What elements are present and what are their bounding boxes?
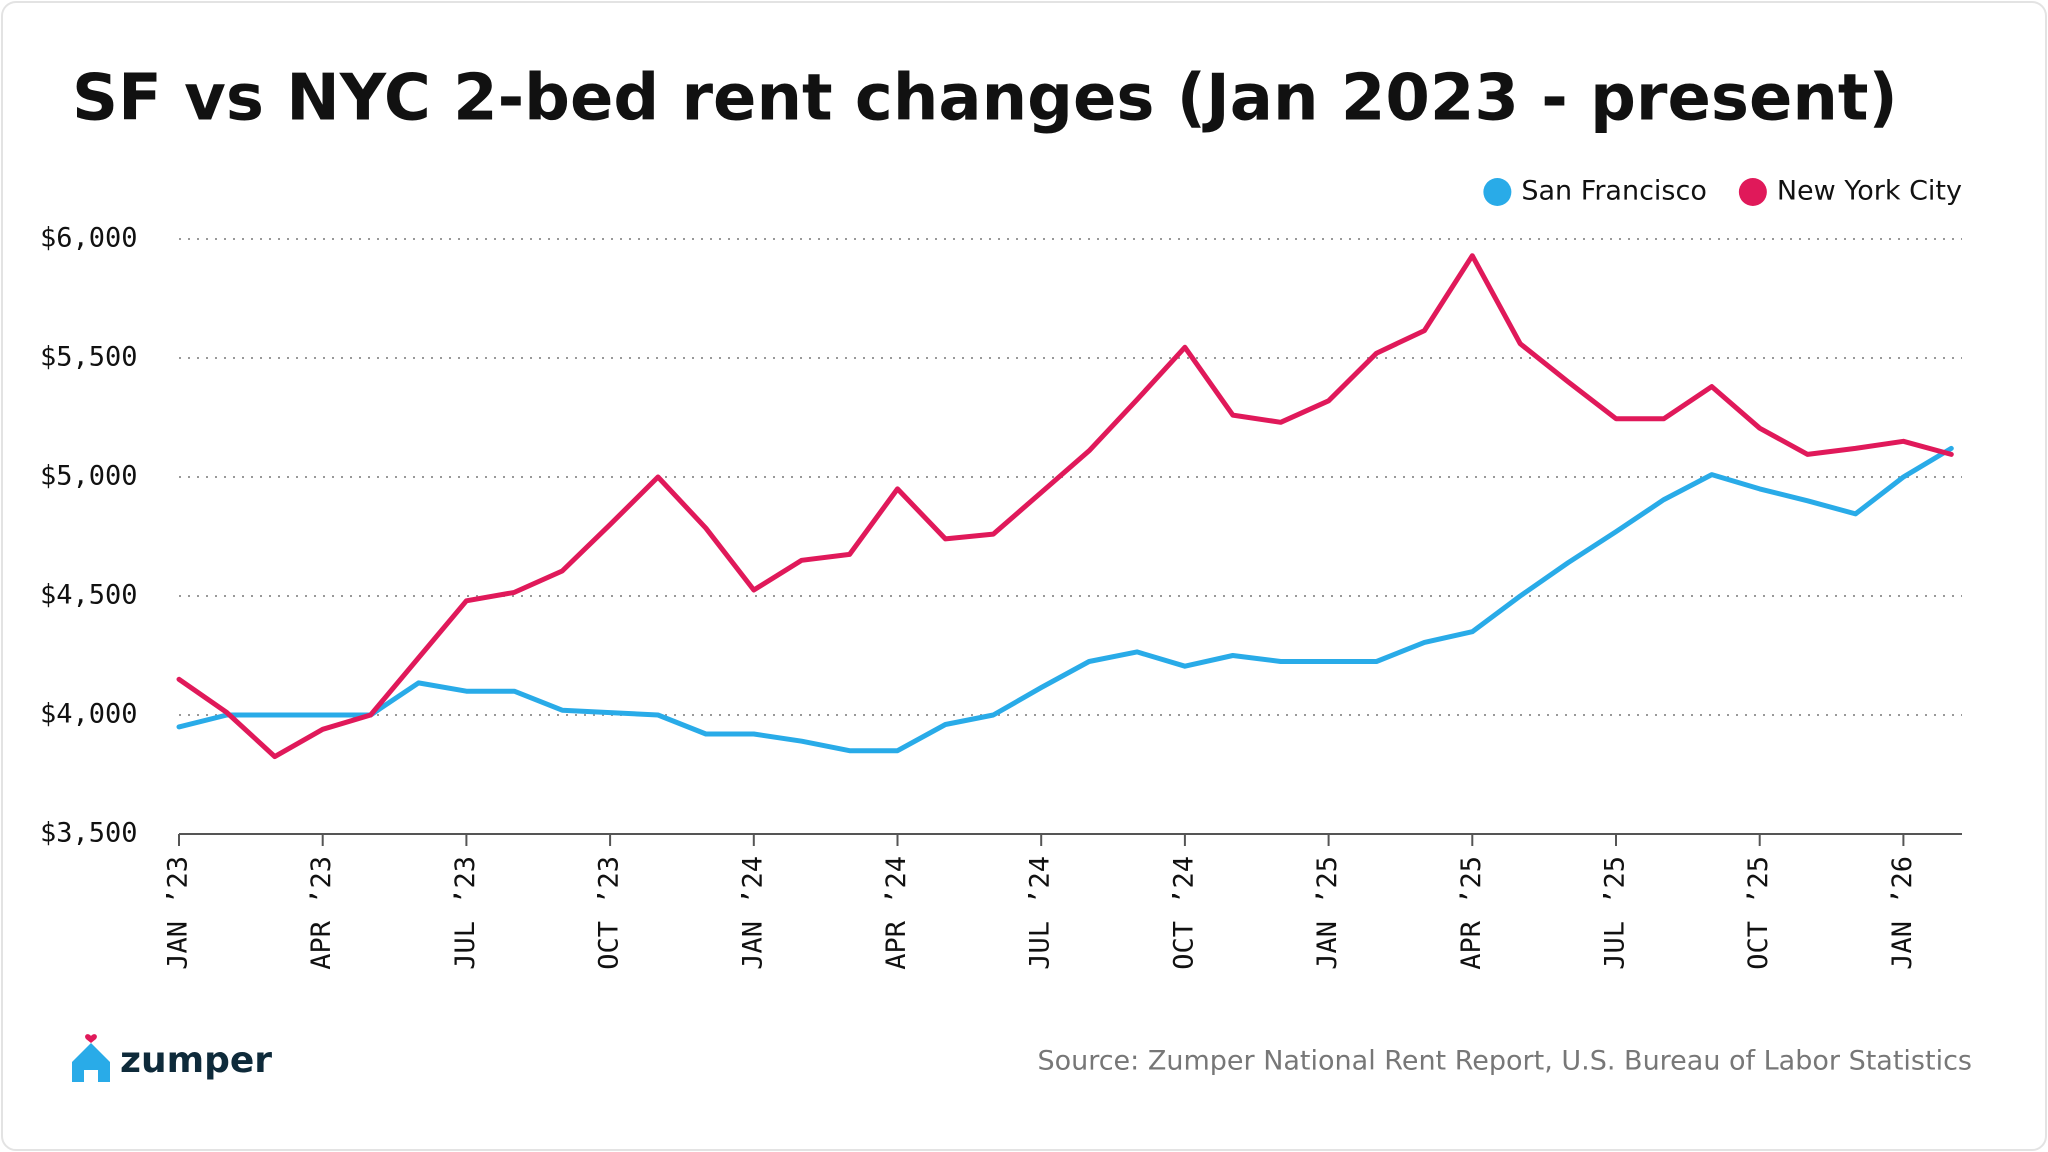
- y-tick-label: $3,500: [40, 818, 138, 849]
- series-line: [176, 445, 1954, 754]
- y-tick-label: $4,500: [40, 580, 138, 611]
- x-tick-label: OCT ’23: [594, 856, 625, 970]
- brand-logo: [72, 1034, 110, 1082]
- legend-swatch: [1738, 178, 1767, 206]
- x-tick-label: APR ’24: [881, 856, 912, 970]
- brand: zumper: [120, 1040, 272, 1081]
- x-tick-label: JAN ’23: [163, 856, 194, 970]
- legend-swatch: [1483, 178, 1512, 206]
- legend-label: New York City: [1777, 176, 1962, 207]
- x-tick-label: JUL ’25: [1600, 856, 1631, 970]
- x-tick-label: OCT ’25: [1743, 856, 1774, 970]
- y-tick-label: $5,500: [40, 342, 138, 373]
- x-tick-label: JAN ’24: [737, 856, 768, 970]
- source: Source: Zumper National Rent Report, U.S…: [1037, 1046, 1972, 1077]
- series-line: [176, 253, 1954, 760]
- x-tick-label: JUL ’23: [450, 856, 481, 970]
- x-tick-label: OCT ’24: [1168, 856, 1199, 970]
- x-tick-label: JUL ’24: [1025, 856, 1056, 970]
- x-tick-label: JAN ’25: [1312, 856, 1343, 970]
- x-tick-label: APR ’23: [306, 856, 337, 970]
- x-tick-label: APR ’25: [1456, 856, 1487, 970]
- y-tick-label: $6,000: [40, 223, 138, 254]
- y-tick-label: $4,000: [40, 699, 138, 730]
- x-tick-label: JAN ’26: [1887, 856, 1918, 970]
- y-tick-label: $5,000: [40, 461, 138, 492]
- legend-label: San Francisco: [1521, 176, 1706, 207]
- chart-title: SF vs NYC 2-bed rent changes (Jan 2023 -…: [72, 62, 1898, 136]
